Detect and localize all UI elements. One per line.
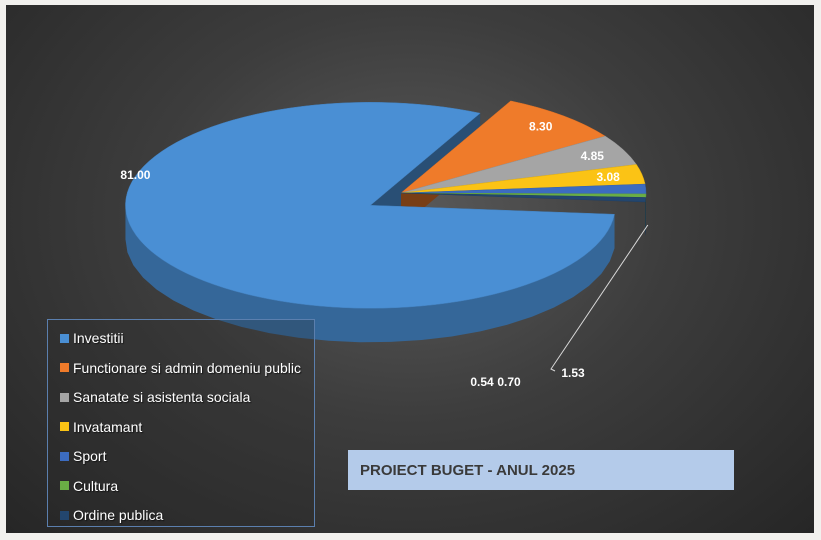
data-labels: 81.00 8.30 4.85 3.08 1.53 0.54 0.70 <box>120 120 649 389</box>
chart-area: 81.00 8.30 4.85 3.08 1.53 0.54 0.70 Investitii… <box>6 5 814 533</box>
legend-swatch-investitii <box>60 333 69 343</box>
chart-title: PROIECT BUGET - ANUL 2025 <box>360 461 576 479</box>
data-label-sanatate-si-asistenta-sociala: 4.85 <box>581 149 605 163</box>
data-label-functionare-si-admin-domeniu-public: 8.30 <box>529 120 553 134</box>
slice-functionare-si-admin-domeniu-public <box>400 100 606 194</box>
legend-label-functionare-si-admin-domeniu-public: Functionare si admin domeniu public <box>73 359 302 376</box>
legend-label-invatamant: Invatamant <box>73 418 143 435</box>
pie-chart: 81.00 8.30 4.85 3.08 1.53 0.54 0.70 <box>120 100 649 389</box>
slice-side-investitii <box>125 205 615 343</box>
chart-title-box: PROIECT BUGET - ANUL 2025 <box>348 450 734 490</box>
legend-label-investitii: Investitii <box>73 330 124 346</box>
leader-line-sport <box>550 224 649 372</box>
legend-item-functionare-si-admin-domeniu-public: Functionare si admin domeniu public <box>60 358 301 378</box>
legend-item-sanatate-si-asistenta-sociala: Sanatate si asistenta sociala <box>60 387 250 407</box>
legend-swatch-functionare-si-admin-domeniu-public <box>60 363 69 372</box>
legend-label-ordine-publica: Ordine publica <box>73 507 164 523</box>
data-label-ordine-publica: 0.70 <box>497 375 521 389</box>
legend-item-sport: Sport <box>60 446 106 466</box>
legend-item-invatamant: Invatamant <box>60 417 142 437</box>
data-label-invatamant: 3.08 <box>596 170 620 184</box>
data-label-investitii: 81.00 <box>120 168 150 182</box>
legend-swatch-invatamant <box>60 422 69 431</box>
legend-swatch-sport <box>60 451 69 461</box>
legend-item-investitii: Investitii <box>60 328 124 348</box>
legend-swatch-ordine-publica <box>60 510 69 520</box>
legend-item-cultura: Cultura <box>60 476 118 496</box>
pie-tops <box>125 100 647 309</box>
slice-ordine-publica <box>400 192 647 203</box>
legend-label-sport: Sport <box>73 448 107 464</box>
legend-item-ordine-publica: Ordine publica <box>60 505 163 525</box>
slice-side-ordine-publica <box>645 197 646 236</box>
legend-swatch-sanatate-si-asistenta-sociala <box>60 392 69 402</box>
legend-label-sanatate-si-asistenta-sociala: Sanatate si asistenta sociala <box>73 389 251 405</box>
legend-label-cultura: Cultura <box>73 477 119 494</box>
slice-investitii <box>125 102 615 309</box>
data-label-sport: 1.53 <box>561 366 585 380</box>
legend-swatch-cultura <box>60 481 69 490</box>
data-label-cultura: 0.54 <box>470 375 494 389</box>
chart-legend: Investitii Functionare si admin domeniu p… <box>47 319 315 527</box>
